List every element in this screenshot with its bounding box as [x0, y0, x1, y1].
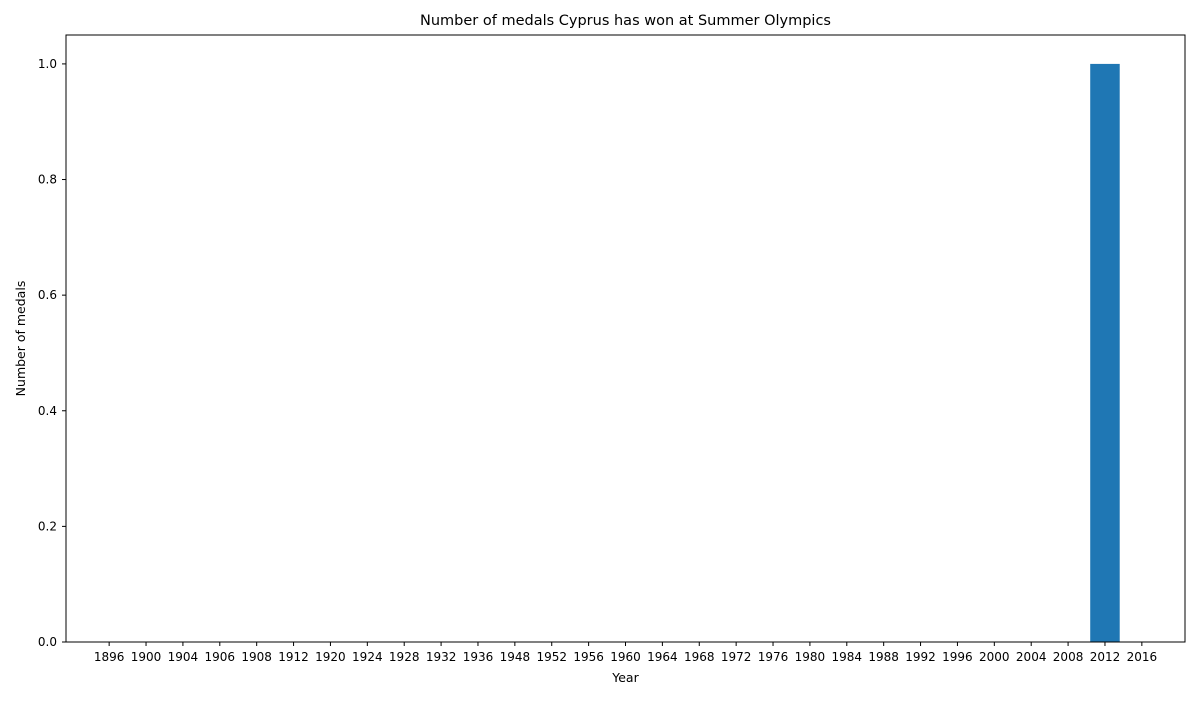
x-tick-label: 1984 [832, 650, 863, 664]
x-tick-label: 1912 [278, 650, 309, 664]
x-tick-label: 2004 [1016, 650, 1047, 664]
x-tick-label: 1896 [94, 650, 125, 664]
plot-frame [65, 34, 1186, 643]
x-tick-label: 2008 [1053, 650, 1084, 664]
x-tick-label: 2012 [1090, 650, 1121, 664]
x-axis-ticks: 1896 1900 1904 1906 1908 1912 1920 1924 1928 1932… [94, 642, 1157, 664]
x-tick-label: 1906 [205, 650, 236, 664]
x-tick-label: 1960 [610, 650, 641, 664]
x-tick-label: 1988 [868, 650, 899, 664]
y-axis-label: Number of medals [13, 281, 28, 397]
y-tick-label: 0.8 [38, 173, 57, 187]
x-tick-label: 1900 [131, 650, 162, 664]
bars-group [1090, 63, 1120, 642]
y-tick-label: 0.6 [38, 288, 57, 302]
plot-area [66, 35, 1185, 642]
x-tick-label: 2000 [979, 650, 1010, 664]
x-tick-label: 1964 [647, 650, 678, 664]
y-tick-label: 0.2 [38, 519, 57, 533]
chart-title: Number of medals Cyprus has won at Summe… [420, 13, 831, 29]
x-tick-label: 1932 [426, 650, 457, 664]
x-tick-label: 2016 [1127, 650, 1158, 664]
x-tick-label: 1928 [389, 650, 420, 664]
y-tick-label: 0.0 [38, 635, 57, 649]
x-tick-label: 1976 [758, 650, 789, 664]
x-tick-label: 1956 [573, 650, 604, 664]
x-tick-label: 1980 [795, 650, 826, 664]
bar-2012 [1090, 63, 1120, 642]
x-tick-label: 1920 [315, 650, 346, 664]
y-tick-label: 1.0 [38, 57, 57, 71]
y-axis-ticks: 0.0 0.2 0.4 0.6 0.8 1.0 [38, 57, 66, 649]
x-tick-label: 1952 [536, 650, 567, 664]
x-tick-label: 1924 [352, 650, 383, 664]
x-tick-label: 1996 [942, 650, 973, 664]
y-tick-label: 0.4 [38, 404, 57, 418]
x-axis-label: Year [611, 670, 639, 685]
x-tick-label: 1904 [168, 650, 199, 664]
x-tick-label: 1936 [463, 650, 494, 664]
x-tick-label: 1908 [241, 650, 272, 664]
x-tick-label: 1968 [684, 650, 715, 664]
x-tick-label: 1992 [905, 650, 936, 664]
x-tick-label: 1972 [721, 650, 752, 664]
x-tick-label: 1948 [500, 650, 531, 664]
